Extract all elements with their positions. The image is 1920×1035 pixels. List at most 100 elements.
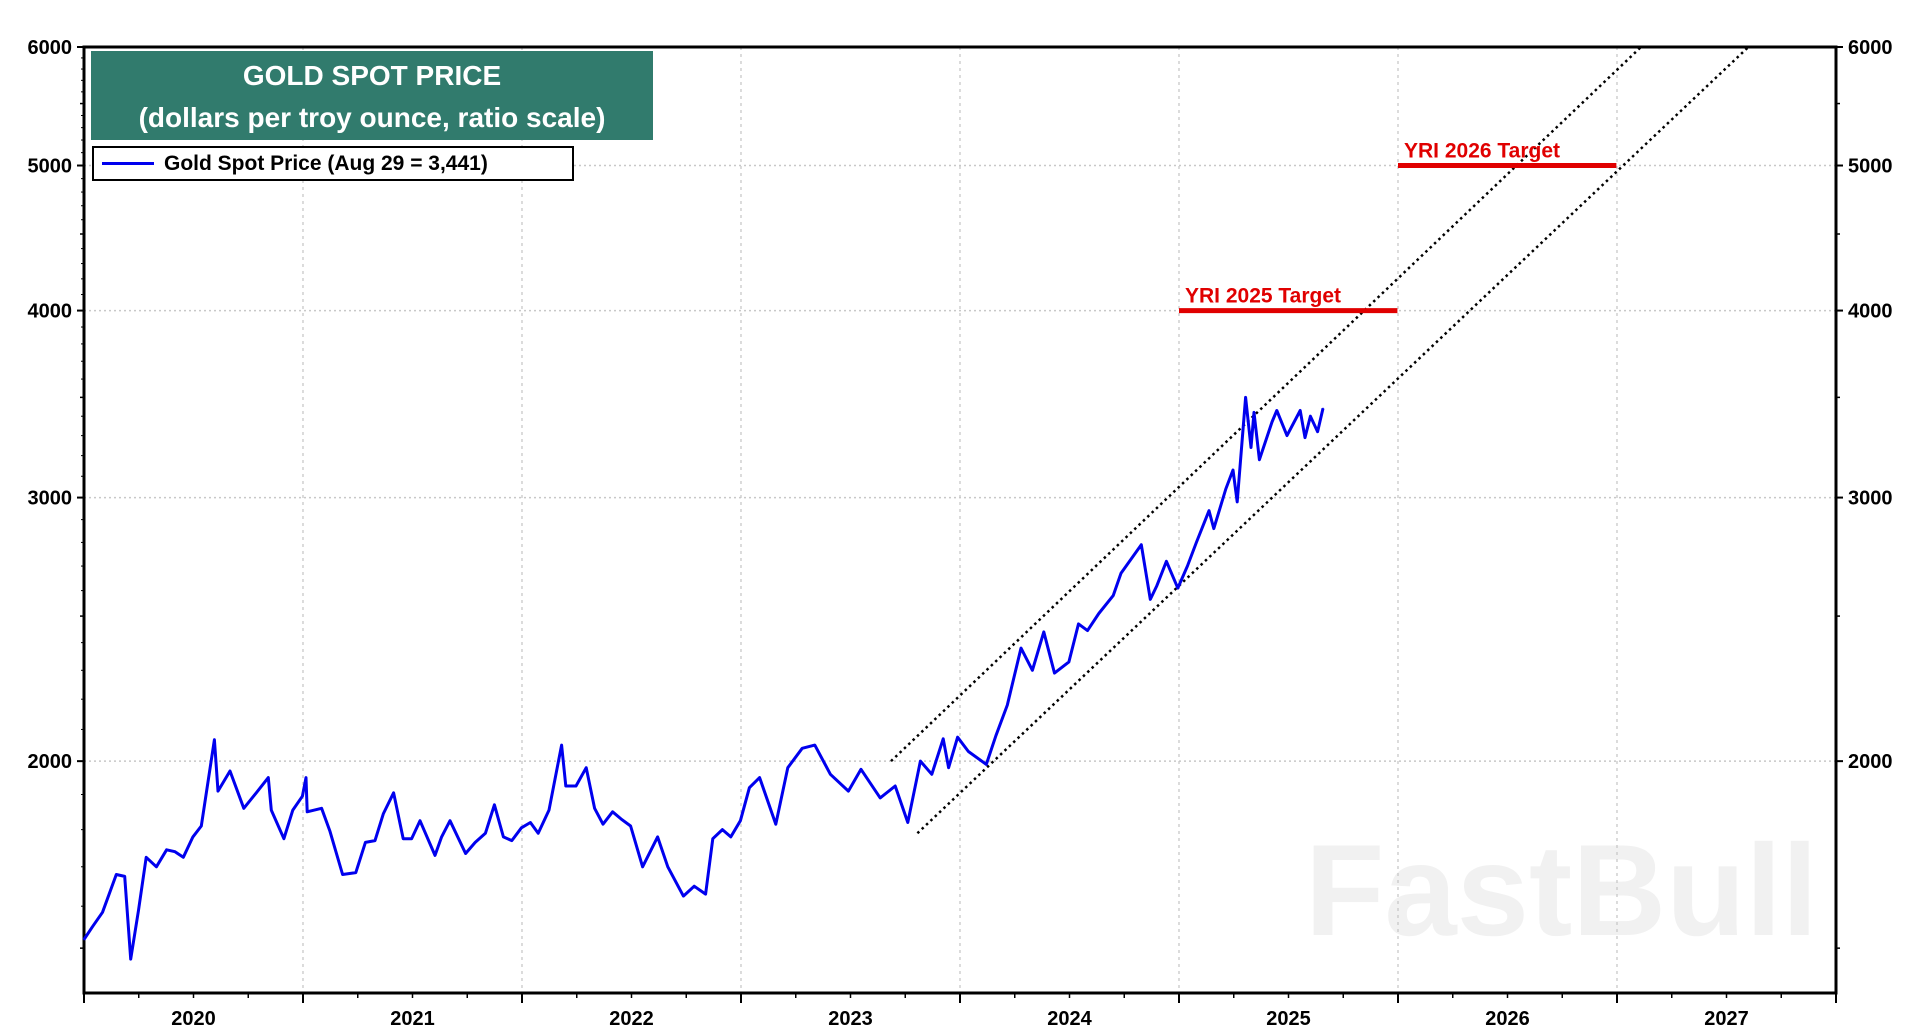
data-point [329, 830, 331, 833]
data-point [1165, 560, 1168, 563]
data-point [704, 893, 707, 895]
data-point [775, 823, 777, 826]
data-point [213, 738, 216, 741]
y-tick-label-right: 2000 [1848, 751, 1893, 773]
data-point [283, 837, 285, 840]
data-point [1098, 612, 1100, 615]
data-point [137, 909, 140, 912]
data-point [907, 821, 909, 824]
data-point [419, 819, 421, 822]
data-point [410, 837, 413, 840]
data-point [145, 856, 148, 859]
y-tick-label-right: 3000 [1848, 488, 1893, 510]
data-point [1258, 458, 1261, 461]
data-point [758, 776, 761, 779]
data-point [1232, 469, 1234, 471]
data-point [602, 823, 604, 826]
data-point [1316, 430, 1319, 433]
data-point [560, 744, 563, 746]
y-tick-label-left: 4000 [28, 301, 73, 323]
data-point [1068, 661, 1070, 663]
data-point [879, 797, 881, 799]
legend-swatch [102, 162, 154, 165]
data-point [1309, 415, 1312, 418]
data-point [1156, 584, 1158, 587]
chart-subtitle: (dollars per troy ounce, ratio scale) [138, 102, 606, 133]
data-point [320, 807, 323, 810]
data-point [947, 766, 950, 769]
x-tick-label: 2020 [171, 1008, 216, 1030]
data-point [641, 865, 644, 868]
y-tick-label-right: 6000 [1848, 37, 1893, 59]
x-tick-label: 2021 [390, 1008, 435, 1030]
data-point [434, 854, 436, 857]
data-point [814, 744, 816, 746]
data-point [548, 809, 550, 811]
series-line [82, 395, 1325, 961]
data-point [1271, 421, 1273, 423]
data-point [1140, 543, 1143, 546]
data-point [1236, 501, 1238, 503]
x-tick-label: 2023 [828, 1008, 873, 1030]
data-point [611, 811, 614, 813]
data-point [919, 760, 922, 762]
data-point [306, 811, 309, 813]
data-point [748, 786, 751, 789]
data-point [956, 736, 959, 739]
data-point [942, 737, 944, 740]
data-point [484, 832, 487, 835]
data-point [629, 825, 632, 827]
data-point [440, 836, 443, 838]
data-point [382, 812, 385, 815]
legend: Gold Spot Price (Aug 29 = 3,441) [92, 146, 574, 181]
data-point [192, 836, 194, 838]
data-point [1042, 631, 1045, 633]
x-tick-label: 2027 [1704, 1008, 1749, 1030]
data-point [1195, 541, 1198, 544]
data-point [829, 773, 832, 776]
data-point [593, 807, 596, 810]
data-point [860, 768, 862, 771]
data-point [155, 865, 158, 868]
x-tick-label: 2025 [1266, 1008, 1311, 1030]
data-point [123, 875, 126, 878]
data-point [520, 827, 523, 829]
data-point [1186, 565, 1189, 567]
data-point [585, 766, 587, 769]
data-point [511, 839, 513, 842]
x-tick-label: 2026 [1485, 1008, 1530, 1030]
data-point [894, 785, 896, 787]
data-point [1120, 572, 1122, 575]
y-tick-label-left: 2000 [28, 751, 73, 773]
data-point [1112, 594, 1114, 597]
data-point [305, 776, 307, 779]
data-point [449, 819, 451, 822]
y-tick-label-left: 3000 [28, 488, 73, 510]
data-point [985, 763, 988, 766]
data-point [1213, 527, 1215, 530]
data-point [656, 836, 659, 838]
target-label: YRI 2025 Target [1185, 285, 1341, 308]
legend-label: Gold Spot Price (Aug 29 = 3,441) [164, 151, 488, 175]
data-point [739, 819, 742, 822]
data-point [374, 839, 376, 842]
data-point [255, 791, 258, 794]
data-point [1244, 396, 1247, 399]
data-point [355, 871, 357, 874]
data-point [174, 850, 176, 853]
target-label: YRI 2026 Target [1404, 140, 1560, 163]
data-point [242, 807, 245, 810]
data-point [529, 821, 532, 824]
y-tick-label-left: 5000 [28, 156, 73, 178]
data-point [693, 885, 695, 887]
data-point [341, 873, 344, 876]
data-point [464, 852, 467, 855]
data-point [1250, 446, 1252, 449]
data-point [1020, 647, 1022, 649]
data-point [667, 865, 669, 868]
data-point [1304, 436, 1306, 439]
data-point [292, 809, 294, 811]
data-point [730, 836, 732, 838]
data-point [1149, 598, 1152, 601]
